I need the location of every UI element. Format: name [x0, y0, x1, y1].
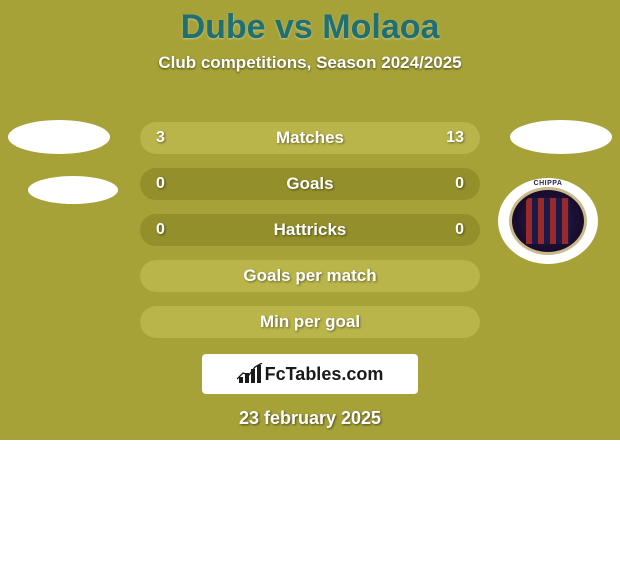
snapshot-date: 23 february 2025	[0, 408, 620, 429]
right-player-avatar	[510, 120, 612, 154]
bar-label: Goals	[286, 174, 333, 194]
stat-bar: 0 0 Hattricks	[140, 214, 480, 246]
stat-bar: Min per goal	[140, 306, 480, 338]
bar-fill-left	[140, 122, 204, 154]
bar-label: Min per goal	[260, 312, 360, 332]
branding-badge: FcTables.com	[202, 354, 418, 394]
crest-stripes	[526, 198, 570, 244]
bar-value-left: 0	[156, 175, 165, 193]
bar-value-left: 3	[156, 129, 165, 147]
bar-value-left: 0	[156, 221, 165, 239]
crest-shield	[509, 187, 587, 255]
bar-label: Hattricks	[274, 220, 347, 240]
page-title: Dube vs Molaoa	[0, 0, 620, 47]
bar-value-right: 0	[455, 175, 464, 193]
crest-text: CHIPPA	[498, 180, 598, 187]
stat-bars: 3 13 Matches 0 0 Goals 0 0 Hattricks Goals per ma…	[140, 122, 480, 352]
branding-text: FcTables.com	[265, 364, 384, 385]
bar-label: Goals per match	[243, 266, 376, 286]
left-player-avatar	[8, 120, 110, 154]
stat-bar: 3 13 Matches	[140, 122, 480, 154]
subtitle: Club competitions, Season 2024/2025	[0, 53, 620, 73]
right-club-crest: CHIPPA	[498, 178, 598, 264]
stat-bar: Goals per match	[140, 260, 480, 292]
bar-value-right: 0	[455, 221, 464, 239]
bar-label: Matches	[276, 128, 344, 148]
comparison-card: Dube vs Molaoa Club competitions, Season…	[0, 0, 620, 440]
branding-chart-icon	[237, 363, 263, 385]
bar-value-right: 13	[446, 129, 464, 147]
stat-bar: 0 0 Goals	[140, 168, 480, 200]
left-club-badge	[28, 176, 118, 204]
